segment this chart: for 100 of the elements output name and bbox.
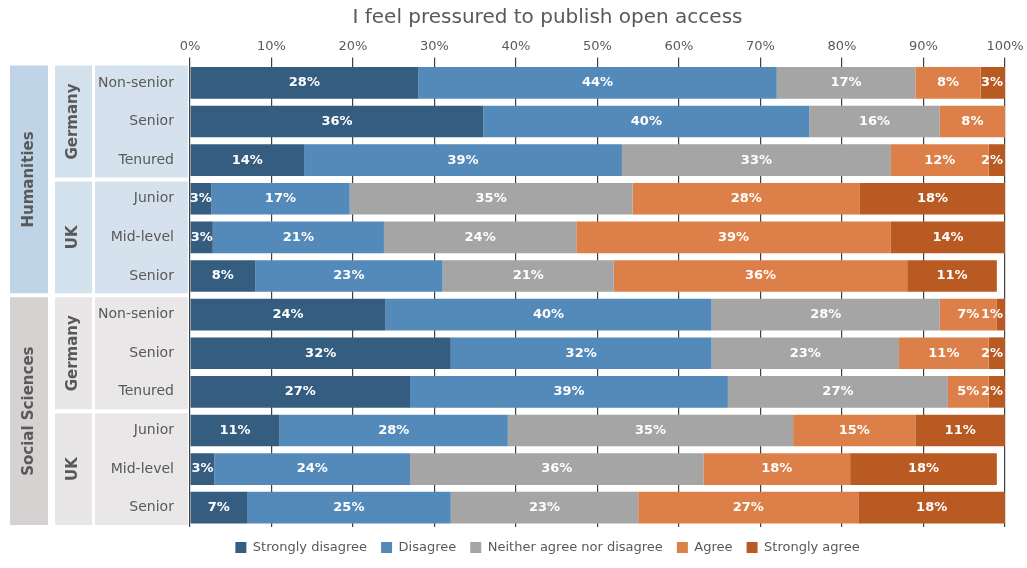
data-label: 12% — [924, 151, 956, 167]
x-tick-label: 30% — [420, 38, 449, 54]
bar — [776, 67, 916, 99]
bar — [915, 414, 1005, 447]
data-label: 28% — [378, 421, 410, 437]
text: Humanities — [18, 131, 37, 228]
x-tick-label: 10% — [257, 38, 286, 54]
bar — [915, 67, 981, 99]
bar — [247, 491, 451, 524]
data-label: 32% — [565, 344, 597, 360]
data-label: 24% — [296, 460, 328, 476]
data-label: 5% — [957, 383, 980, 399]
bar — [638, 491, 859, 524]
bar — [442, 260, 614, 292]
bar — [793, 414, 916, 447]
y-tick-label: Senior — [129, 343, 175, 360]
legend-label: Agree — [694, 538, 733, 554]
data-label: 23% — [333, 267, 365, 283]
bar — [385, 298, 712, 331]
data-label: 24% — [464, 228, 496, 244]
bar — [907, 260, 997, 292]
text: Germany — [63, 83, 82, 160]
y-tick-label: Mid-level — [110, 459, 174, 476]
data-label: 11% — [928, 344, 960, 360]
bar — [850, 453, 997, 485]
y-tick-label: Tenured — [117, 150, 174, 167]
text: UK — [63, 224, 82, 250]
data-label: 3% — [189, 190, 212, 206]
data-label: 25% — [333, 499, 365, 515]
data-label: 32% — [305, 344, 337, 360]
data-label: 18% — [916, 499, 948, 515]
bar — [809, 105, 940, 138]
bar — [211, 182, 350, 215]
bar — [383, 221, 577, 254]
data-label: 3% — [980, 74, 1003, 90]
bar — [890, 221, 1005, 254]
data-label: 8% — [961, 112, 984, 128]
legend-label: Disagree — [398, 538, 457, 554]
bar — [410, 376, 728, 408]
legend-label: Strongly agree — [764, 538, 860, 554]
bar — [450, 337, 712, 370]
y-tick-label: Tenured — [117, 382, 174, 399]
bar — [190, 105, 484, 138]
data-label: 18% — [907, 460, 940, 476]
data-label: 11% — [944, 421, 976, 437]
data-label: 7% — [957, 305, 980, 321]
data-label: 27% — [822, 383, 854, 399]
data-label: 11% — [936, 267, 968, 283]
bar — [632, 182, 860, 215]
data-label: 14% — [932, 228, 964, 244]
bar — [727, 376, 948, 408]
y-tick-label: Senior — [129, 112, 175, 129]
x-tick-label: 50% — [583, 38, 612, 54]
bar — [190, 376, 411, 408]
data-label: 36% — [744, 267, 777, 283]
data-label: 17% — [830, 74, 862, 90]
data-label: 1% — [980, 305, 1003, 321]
x-tick-label: 60% — [664, 38, 694, 54]
chart-title: I feel pressured to publish open access — [352, 4, 743, 29]
data-label: 36% — [321, 112, 353, 128]
x-tick-label: 100% — [986, 38, 1024, 54]
bar — [190, 491, 248, 524]
x-tick-label: 40% — [501, 38, 531, 54]
data-label: 16% — [859, 112, 891, 128]
data-label: 39% — [447, 151, 479, 167]
data-label: 7% — [207, 499, 230, 515]
bar — [450, 491, 639, 524]
data-label: 21% — [282, 228, 314, 244]
data-label: 17% — [264, 190, 296, 206]
x-tick-label: 80% — [827, 38, 857, 54]
bar — [190, 298, 386, 331]
data-label: 28% — [730, 190, 762, 206]
bar — [483, 105, 810, 138]
bar — [576, 221, 891, 254]
bar — [190, 414, 280, 447]
legend-label: Strongly disagree — [252, 538, 368, 554]
data-label: 39% — [718, 228, 750, 244]
data-label: 35% — [475, 190, 507, 206]
data-label: 18% — [761, 460, 793, 476]
bar — [507, 414, 794, 447]
data-label: 36% — [541, 460, 573, 476]
bar — [613, 260, 908, 292]
data-label: 28% — [288, 74, 320, 90]
bar — [304, 144, 622, 176]
data-label: 24% — [272, 305, 304, 321]
data-label: 28% — [810, 305, 842, 321]
bar — [859, 182, 1005, 215]
text: Germany — [63, 314, 82, 392]
y-tick-label: Junior — [132, 189, 175, 206]
text: UK — [63, 455, 82, 481]
bar — [621, 144, 891, 176]
bar — [711, 337, 900, 370]
bar — [212, 221, 384, 254]
y-tick-label: Senior — [129, 266, 175, 283]
data-label: 23% — [528, 499, 561, 515]
data-label: 27% — [732, 499, 764, 515]
legend-label: Neither agree nor disagree — [487, 538, 663, 554]
bar — [939, 105, 1005, 138]
data-label: 35% — [634, 421, 667, 437]
data-label: 11% — [219, 421, 251, 437]
